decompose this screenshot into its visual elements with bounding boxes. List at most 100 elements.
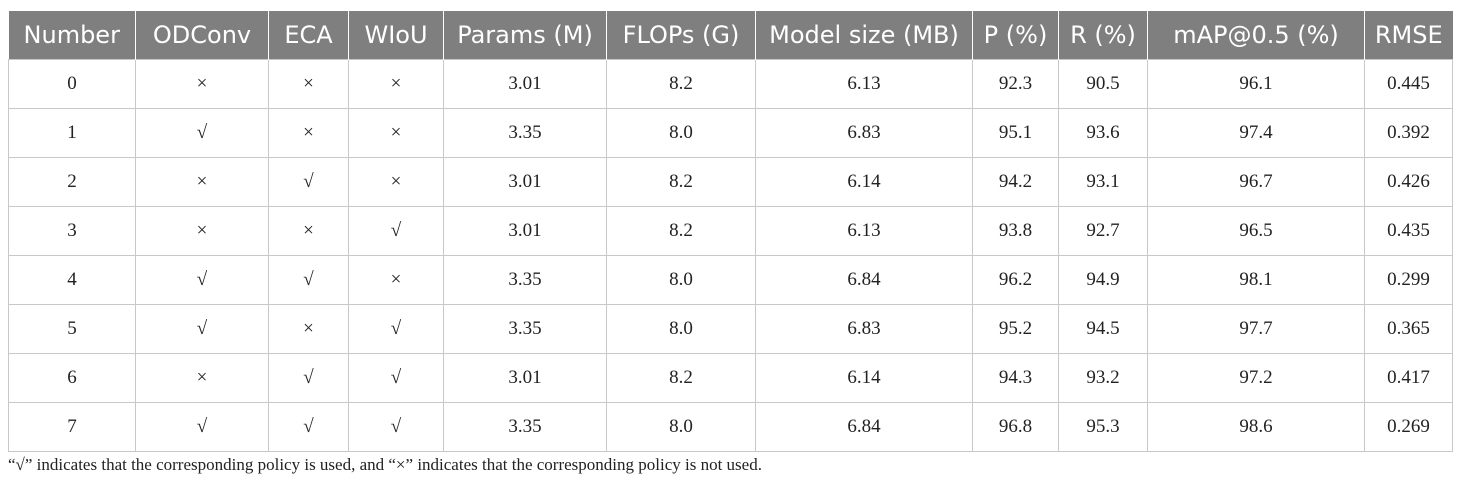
- cell-wiou: ×: [348, 59, 444, 109]
- table-row: 0 × × × 3.01 8.2 6.13 92.3 90.5 96.1 0.4…: [8, 59, 1453, 109]
- cell-recall: 93.2: [1058, 353, 1148, 403]
- cell-flops: 8.2: [606, 59, 756, 109]
- cell-model-size: 6.83: [755, 108, 973, 158]
- cell-number: 7: [8, 402, 136, 452]
- cell-model-size: 6.14: [755, 157, 973, 207]
- cell-eca: ×: [268, 304, 349, 354]
- cell-number: 5: [8, 304, 136, 354]
- cell-flops: 8.0: [606, 402, 756, 452]
- cell-params: 3.35: [443, 108, 607, 158]
- cell-params: 3.35: [443, 402, 607, 452]
- cell-recall: 92.7: [1058, 206, 1148, 256]
- cell-rmse: 0.299: [1364, 255, 1453, 305]
- cell-recall: 90.5: [1058, 59, 1148, 109]
- table-row: 7 √ √ √ 3.35 8.0 6.84 96.8 95.3 98.6 0.2…: [8, 402, 1453, 452]
- table-footnote: “√” indicates that the corresponding pol…: [8, 455, 762, 474]
- cell-wiou: ×: [348, 255, 444, 305]
- cell-model-size: 6.83: [755, 304, 973, 354]
- cell-odconv: ×: [135, 157, 269, 207]
- cell-odconv: √: [135, 108, 269, 158]
- cell-recall: 94.5: [1058, 304, 1148, 354]
- cell-params: 3.01: [443, 353, 607, 403]
- cell-recall: 94.9: [1058, 255, 1148, 305]
- cell-recall: 93.1: [1058, 157, 1148, 207]
- cell-number: 3: [8, 206, 136, 256]
- cell-precision: 95.2: [972, 304, 1059, 354]
- cell-precision: 94.3: [972, 353, 1059, 403]
- cell-rmse: 0.269: [1364, 402, 1453, 452]
- cell-precision: 93.8: [972, 206, 1059, 256]
- cell-model-size: 6.84: [755, 255, 973, 305]
- cell-map: 98.1: [1147, 255, 1365, 305]
- cell-flops: 8.0: [606, 108, 756, 158]
- cell-precision: 95.1: [972, 108, 1059, 158]
- table-row: 2 × √ × 3.01 8.2 6.14 94.2 93.1 96.7 0.4…: [8, 157, 1453, 207]
- cell-flops: 8.0: [606, 304, 756, 354]
- cell-map: 96.7: [1147, 157, 1365, 207]
- cell-rmse: 0.392: [1364, 108, 1453, 158]
- cell-map: 97.7: [1147, 304, 1365, 354]
- table-row: 6 × √ √ 3.01 8.2 6.14 94.3 93.2 97.2 0.4…: [8, 353, 1453, 403]
- cell-eca: √: [268, 255, 349, 305]
- cell-number: 0: [8, 59, 136, 109]
- results-table-container: Number ODConv ECA WIoU Params (M) FLOPs …: [8, 11, 1453, 452]
- header-params: Params (M): [443, 11, 607, 60]
- cell-wiou: √: [348, 304, 444, 354]
- cell-map: 97.4: [1147, 108, 1365, 158]
- cell-map: 96.1: [1147, 59, 1365, 109]
- cell-flops: 8.0: [606, 255, 756, 305]
- table-row: 3 × × √ 3.01 8.2 6.13 93.8 92.7 96.5 0.4…: [8, 206, 1453, 256]
- cell-wiou: √: [348, 206, 444, 256]
- cell-recall: 93.6: [1058, 108, 1148, 158]
- header-recall: R (%): [1058, 11, 1148, 60]
- cell-eca: √: [268, 157, 349, 207]
- cell-rmse: 0.426: [1364, 157, 1453, 207]
- cell-model-size: 6.13: [755, 206, 973, 256]
- cell-number: 2: [8, 157, 136, 207]
- cell-precision: 92.3: [972, 59, 1059, 109]
- cell-map: 98.6: [1147, 402, 1365, 452]
- cell-params: 3.35: [443, 255, 607, 305]
- cell-model-size: 6.14: [755, 353, 973, 403]
- cell-map: 97.2: [1147, 353, 1365, 403]
- cell-precision: 96.2: [972, 255, 1059, 305]
- cell-number: 4: [8, 255, 136, 305]
- cell-odconv: ×: [135, 353, 269, 403]
- cell-wiou: √: [348, 353, 444, 403]
- table-row: 1 √ × × 3.35 8.0 6.83 95.1 93.6 97.4 0.3…: [8, 108, 1453, 158]
- cell-precision: 94.2: [972, 157, 1059, 207]
- cell-wiou: ×: [348, 157, 444, 207]
- cell-model-size: 6.13: [755, 59, 973, 109]
- cell-rmse: 0.365: [1364, 304, 1453, 354]
- header-map: mAP@0.5 (%): [1147, 11, 1365, 60]
- header-eca: ECA: [268, 11, 349, 60]
- cell-odconv: √: [135, 255, 269, 305]
- header-rmse: RMSE: [1364, 11, 1453, 60]
- cell-odconv: ×: [135, 59, 269, 109]
- cell-flops: 8.2: [606, 157, 756, 207]
- cell-wiou: ×: [348, 108, 444, 158]
- cell-model-size: 6.84: [755, 402, 973, 452]
- table-body: 0 × × × 3.01 8.2 6.13 92.3 90.5 96.1 0.4…: [8, 59, 1453, 452]
- header-odconv: ODConv: [135, 11, 269, 60]
- cell-eca: √: [268, 353, 349, 403]
- cell-params: 3.01: [443, 206, 607, 256]
- table-row: 4 √ √ × 3.35 8.0 6.84 96.2 94.9 98.1 0.2…: [8, 255, 1453, 305]
- cell-odconv: √: [135, 402, 269, 452]
- header-number: Number: [8, 11, 136, 60]
- cell-rmse: 0.445: [1364, 59, 1453, 109]
- cell-rmse: 0.435: [1364, 206, 1453, 256]
- header-row: Number ODConv ECA WIoU Params (M) FLOPs …: [8, 11, 1453, 60]
- cell-eca: √: [268, 402, 349, 452]
- cell-eca: ×: [268, 108, 349, 158]
- header-model-size: Model size (MB): [755, 11, 973, 60]
- header-precision: P (%): [972, 11, 1059, 60]
- cell-precision: 96.8: [972, 402, 1059, 452]
- cell-flops: 8.2: [606, 206, 756, 256]
- cell-wiou: √: [348, 402, 444, 452]
- header-wiou: WIoU: [348, 11, 444, 60]
- cell-params: 3.35: [443, 304, 607, 354]
- cell-number: 6: [8, 353, 136, 403]
- cell-number: 1: [8, 108, 136, 158]
- cell-map: 96.5: [1147, 206, 1365, 256]
